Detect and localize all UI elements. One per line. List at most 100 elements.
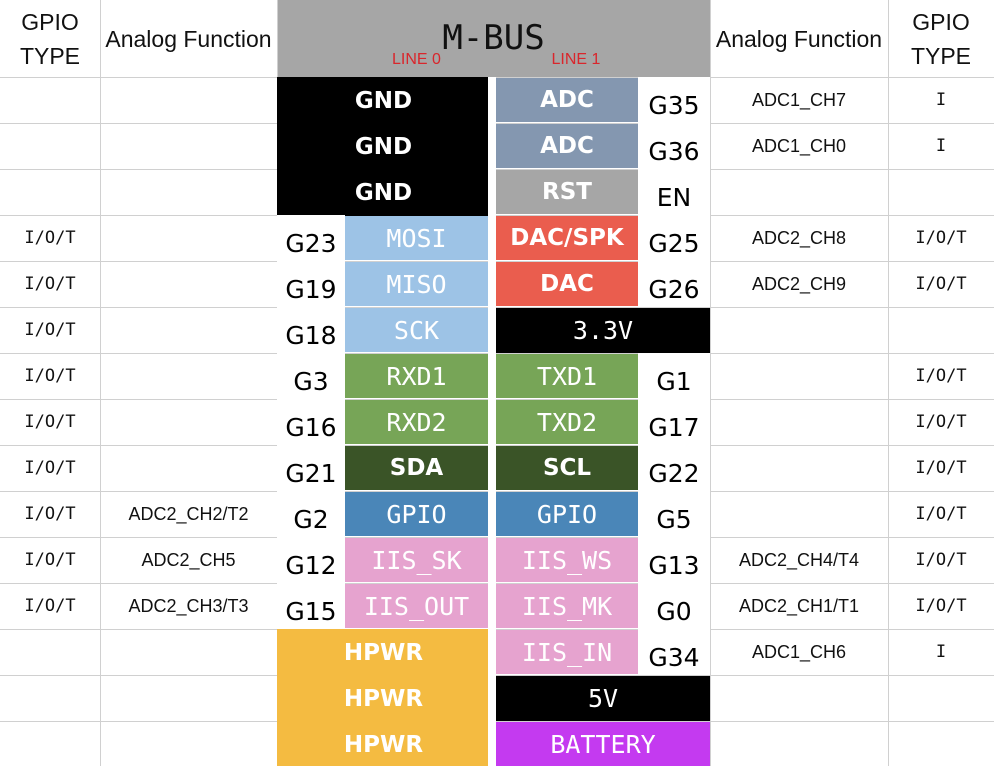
- grid-line: [0, 307, 994, 308]
- left-pin-function: MISO: [345, 262, 488, 306]
- left-pin-number: G23: [277, 215, 345, 261]
- left-analog-function: [100, 399, 277, 445]
- right-gpio-type: [888, 721, 994, 766]
- left-gpio-type: [0, 629, 100, 675]
- left-gpio-type: [0, 77, 100, 123]
- right-analog-function: [710, 721, 888, 766]
- left-gpio-type: [0, 123, 100, 169]
- grid-line: [710, 0, 711, 766]
- left-pin-number: G3: [277, 353, 345, 399]
- line-gap: [488, 123, 496, 170]
- grid-line: [0, 261, 994, 262]
- left-gpio-type: I/O/T: [24, 458, 76, 478]
- right-gpio-type: I/O/T: [915, 596, 967, 616]
- right-gpio-type: I: [935, 642, 947, 662]
- right-analog-function: [710, 307, 888, 353]
- line-gap: [488, 583, 496, 630]
- left-pin-function: HPWR: [343, 685, 424, 712]
- right-power-pin: 5V: [496, 676, 710, 721]
- line-gap: [488, 445, 496, 492]
- left-gpio-type: [0, 675, 100, 721]
- line-gap: [488, 307, 496, 354]
- left-pin-function: SCK: [345, 308, 488, 352]
- header-left-analog: Analog Function: [105, 25, 272, 52]
- right-pin-number: G1: [638, 353, 710, 399]
- right-analog-function: [710, 399, 888, 445]
- left-gpio-type: I/O/T: [24, 366, 76, 386]
- right-analog-function: [710, 169, 888, 215]
- left-pin-function: GND: [354, 133, 413, 160]
- grid-line: [0, 583, 994, 584]
- left-power-pin: GND: [277, 123, 488, 170]
- grid-line: [0, 629, 994, 630]
- left-gpio-type: I/O/T: [24, 320, 76, 340]
- left-pin-number: G19: [277, 261, 345, 307]
- left-pin-function: GND: [354, 87, 413, 114]
- grid-line: [888, 0, 889, 766]
- right-pin-number: G25: [638, 215, 710, 261]
- line-gap: [488, 169, 496, 216]
- left-pin-function: HPWR: [343, 731, 424, 758]
- right-pin-function: DAC/SPK: [496, 216, 638, 260]
- left-pin-function: MOSI: [345, 216, 488, 260]
- right-pin-function: IIS_IN: [496, 630, 638, 674]
- left-power-pin: GND: [277, 77, 488, 124]
- line0-label: LINE 0: [392, 51, 441, 68]
- left-power-pin: HPWR: [277, 721, 488, 766]
- line-gap: [488, 77, 496, 124]
- right-pin-number: G22: [638, 445, 710, 491]
- line-gap: [488, 399, 496, 446]
- line-gap: [488, 215, 496, 262]
- right-pin-number: G35: [638, 77, 710, 123]
- line-gap: [488, 675, 496, 722]
- left-pin-number: G21: [277, 445, 345, 491]
- grid-line: [0, 721, 994, 722]
- left-analog-function: ADC2_CH2/T2: [128, 503, 249, 524]
- right-analog-function: ADC2_CH1/T1: [738, 595, 860, 616]
- left-analog-function: [100, 445, 277, 491]
- right-pin-number: G17: [638, 399, 710, 445]
- line-gap: [488, 353, 496, 400]
- right-pin-number: EN: [638, 169, 710, 215]
- header-left-gpio-type: GPIO TYPE: [19, 8, 81, 69]
- left-pin-function: SDA: [345, 446, 488, 490]
- left-pin-function: GND: [354, 179, 413, 206]
- right-pin-function: GPIO: [496, 492, 638, 536]
- right-power-pin: 3.3V: [496, 308, 710, 353]
- right-pin-number: G34: [638, 629, 710, 675]
- right-gpio-type: [888, 307, 994, 353]
- left-analog-function: [100, 215, 277, 261]
- left-power-pin: HPWR: [277, 629, 488, 676]
- left-pin-number: G12: [277, 537, 345, 583]
- right-pin-function: SCL: [496, 446, 638, 490]
- left-analog-function: [100, 261, 277, 307]
- right-analog-function: [710, 445, 888, 491]
- header-right-analog: Analog Function: [715, 25, 883, 52]
- line-gap: [488, 261, 496, 308]
- right-gpio-type: I/O/T: [915, 550, 967, 570]
- left-analog-function: [100, 353, 277, 399]
- left-pin-number: G2: [277, 491, 345, 537]
- grid-line: [100, 0, 101, 766]
- left-analog-function: [100, 675, 277, 721]
- right-analog-function: [710, 491, 888, 537]
- left-pin-function: IIS_SK: [345, 538, 488, 582]
- left-gpio-type: I/O/T: [24, 412, 76, 432]
- right-gpio-type: I/O/T: [915, 412, 967, 432]
- left-gpio-type: [0, 721, 100, 766]
- left-pin-number: G18: [277, 307, 345, 353]
- right-pin-function: DAC: [496, 262, 638, 306]
- right-gpio-type: I/O/T: [915, 366, 967, 386]
- line-gap: [488, 491, 496, 538]
- line1-label: LINE 1: [551, 51, 601, 68]
- line-gap: [488, 537, 496, 584]
- right-gpio-type: I/O/T: [915, 504, 967, 524]
- line-gap: [488, 721, 496, 766]
- left-pin-number: G16: [277, 399, 345, 445]
- line-gap: [488, 629, 496, 676]
- right-pin-function: ADC: [496, 78, 638, 122]
- right-gpio-type: [888, 675, 994, 721]
- right-pin-number: G13: [638, 537, 710, 583]
- right-pin-number: G26: [638, 261, 710, 307]
- grid-line: [0, 77, 994, 78]
